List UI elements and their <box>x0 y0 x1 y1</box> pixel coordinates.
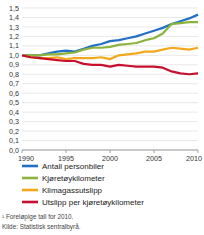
grid-line <box>22 26 198 27</box>
y-tick-label: 1,2 <box>9 32 19 41</box>
x-tick-label: 2010 <box>186 154 202 163</box>
legend-swatch <box>22 201 38 204</box>
legend-swatch <box>22 177 38 180</box>
grid-line <box>22 93 198 94</box>
y-tick-label: 1,1 <box>9 41 19 50</box>
series-line <box>22 15 198 56</box>
grid-line <box>22 8 198 9</box>
y-tick-label: 0,4 <box>9 108 19 117</box>
x-tick-label: 2005 <box>146 154 162 163</box>
grid-line <box>22 64 198 65</box>
y-tick-label: 0,5 <box>9 98 19 107</box>
y-tick-label: 1,5 <box>9 4 19 13</box>
legend-label: Kjøretøykilometer <box>42 174 105 183</box>
grid-line <box>22 131 198 132</box>
series-line <box>22 22 198 55</box>
grid-line <box>22 112 198 113</box>
x-tick <box>22 150 23 153</box>
y-tick-label: 1,3 <box>9 23 19 32</box>
grid-line <box>22 83 198 84</box>
y-tick-label: 0,9 <box>9 60 19 69</box>
note: ¹ Foreløpige tall for 2010. <box>2 213 74 221</box>
y-tick-label: 0,2 <box>9 127 19 136</box>
y-tick-label: 0,3 <box>9 117 19 126</box>
legend-swatch <box>22 189 38 192</box>
series-line <box>22 48 198 59</box>
y-tick-label: 0,7 <box>9 79 19 88</box>
grid-line <box>22 74 198 75</box>
grid-line <box>22 121 198 122</box>
x-tick <box>154 150 155 153</box>
note: Kilde: Statistisk sentralbyrå. <box>2 223 81 231</box>
y-tick-label: 1,0 <box>9 51 19 60</box>
y-tick-label: 1,4 <box>9 13 19 22</box>
x-tick-label: 1990 <box>18 154 34 163</box>
x-tick <box>198 150 199 153</box>
grid-line <box>22 36 198 37</box>
x-tick <box>66 150 67 153</box>
y-tick-label: 0,1 <box>9 136 19 145</box>
grid-line <box>22 102 198 103</box>
chart: 0,00,10,20,30,40,50,60,70,80,91,01,11,21… <box>0 0 204 235</box>
legend-swatch <box>22 165 38 168</box>
x-tick-label: 2000 <box>102 154 118 163</box>
legend-label: Klimagassutslipp <box>42 186 103 195</box>
series-line <box>22 55 198 74</box>
series-group <box>22 15 198 75</box>
legend-label: Utslipp per kjøretøykilometer <box>42 198 144 207</box>
y-tick-label: 0,6 <box>9 89 19 98</box>
grid-line <box>22 17 198 18</box>
y-tick-label: 0,8 <box>9 70 19 79</box>
legend-label: Antall personbiler <box>42 162 104 171</box>
grid-line <box>22 140 198 141</box>
x-tick <box>110 150 111 153</box>
